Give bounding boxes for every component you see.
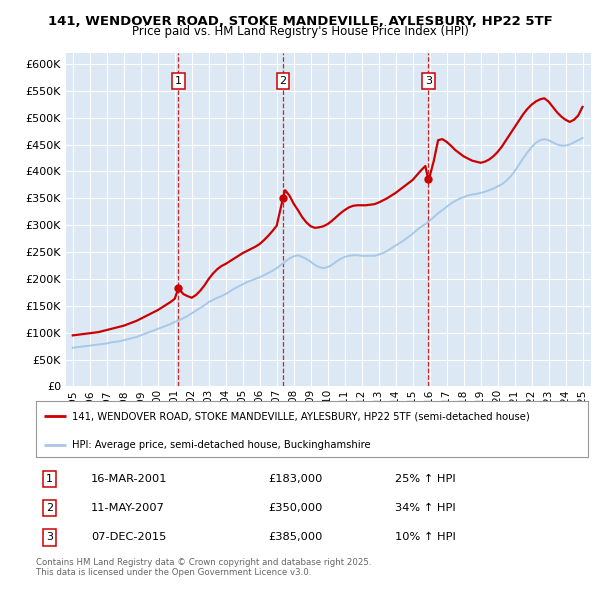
Text: 1: 1 (175, 76, 182, 86)
Text: 16-MAR-2001: 16-MAR-2001 (91, 474, 168, 484)
Text: HPI: Average price, semi-detached house, Buckinghamshire: HPI: Average price, semi-detached house,… (72, 440, 371, 450)
Text: 2: 2 (46, 503, 53, 513)
Text: Contains HM Land Registry data © Crown copyright and database right 2025.
This d: Contains HM Land Registry data © Crown c… (36, 558, 371, 577)
Text: 25% ↑ HPI: 25% ↑ HPI (395, 474, 455, 484)
Text: 07-DEC-2015: 07-DEC-2015 (91, 533, 167, 542)
Text: 141, WENDOVER ROAD, STOKE MANDEVILLE, AYLESBURY, HP22 5TF: 141, WENDOVER ROAD, STOKE MANDEVILLE, AY… (47, 15, 553, 28)
Text: 3: 3 (46, 533, 53, 542)
Text: £183,000: £183,000 (268, 474, 322, 484)
Text: 2: 2 (280, 76, 287, 86)
Text: 3: 3 (425, 76, 432, 86)
Text: £350,000: £350,000 (268, 503, 322, 513)
Text: Price paid vs. HM Land Registry's House Price Index (HPI): Price paid vs. HM Land Registry's House … (131, 25, 469, 38)
Text: £385,000: £385,000 (268, 533, 322, 542)
Text: 10% ↑ HPI: 10% ↑ HPI (395, 533, 455, 542)
Text: 1: 1 (46, 474, 53, 484)
Text: 141, WENDOVER ROAD, STOKE MANDEVILLE, AYLESBURY, HP22 5TF (semi-detached house): 141, WENDOVER ROAD, STOKE MANDEVILLE, AY… (72, 411, 530, 421)
Text: 11-MAY-2007: 11-MAY-2007 (91, 503, 165, 513)
Text: 34% ↑ HPI: 34% ↑ HPI (395, 503, 455, 513)
